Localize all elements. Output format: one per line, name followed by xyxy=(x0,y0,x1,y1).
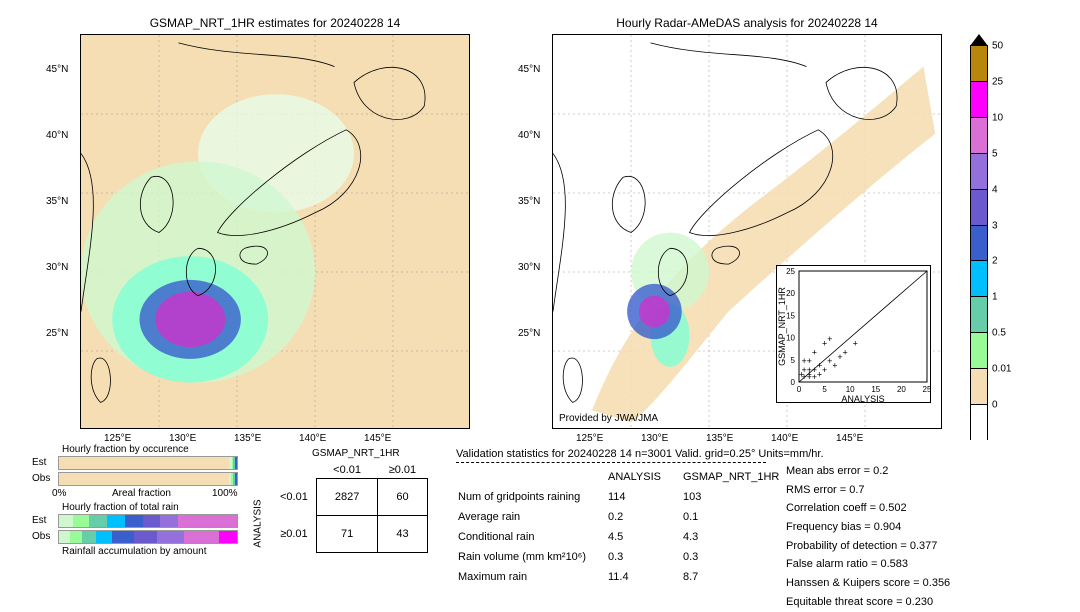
right-map: Provided by JWA/JMA ++++++++++++++++++++… xyxy=(552,34,942,429)
svg-text:+: + xyxy=(817,370,822,380)
svg-text:+: + xyxy=(832,361,837,371)
svg-text:+: + xyxy=(822,365,827,375)
svg-text:+: + xyxy=(827,334,832,344)
scatter-inset: +++++++++++++++++++++0055101015152020252… xyxy=(776,265,931,403)
svg-text:+: + xyxy=(812,372,817,382)
left-map-title: GSMAP_NRT_1HR estimates for 20240228 14 xyxy=(80,16,470,30)
svg-text:GSMAP_NRT_1HR: GSMAP_NRT_1HR xyxy=(777,287,787,366)
colorbar: 502510543210.50.010 xyxy=(970,34,988,440)
svg-text:15: 15 xyxy=(871,385,880,394)
svg-text:25: 25 xyxy=(923,385,930,394)
svg-text:20: 20 xyxy=(897,385,906,394)
left-map-svg xyxy=(81,35,469,428)
svg-text:+: + xyxy=(853,338,858,348)
svg-text:ANALYSIS: ANALYSIS xyxy=(841,394,884,402)
svg-text:10: 10 xyxy=(786,334,795,343)
svg-text:+: + xyxy=(807,365,812,375)
right-map-title: Hourly Radar-AMeDAS analysis for 2024022… xyxy=(552,16,942,30)
svg-text:0: 0 xyxy=(797,385,802,394)
attribution-text: Provided by JWA/JMA xyxy=(559,413,658,424)
left-map xyxy=(80,34,470,429)
svg-text:5: 5 xyxy=(791,356,796,365)
figure-container: GSMAP_NRT_1HR estimates for 20240228 14 … xyxy=(0,0,1080,612)
svg-text:+: + xyxy=(799,370,804,380)
svg-text:20: 20 xyxy=(786,289,795,298)
svg-text:0: 0 xyxy=(791,378,796,387)
svg-text:15: 15 xyxy=(786,311,795,320)
svg-text:25: 25 xyxy=(786,267,795,276)
scatter-svg: +++++++++++++++++++++0055101015152020252… xyxy=(777,266,930,402)
svg-text:+: + xyxy=(812,347,817,357)
svg-text:10: 10 xyxy=(846,385,855,394)
svg-text:+: + xyxy=(842,347,847,357)
svg-text:5: 5 xyxy=(822,385,827,394)
